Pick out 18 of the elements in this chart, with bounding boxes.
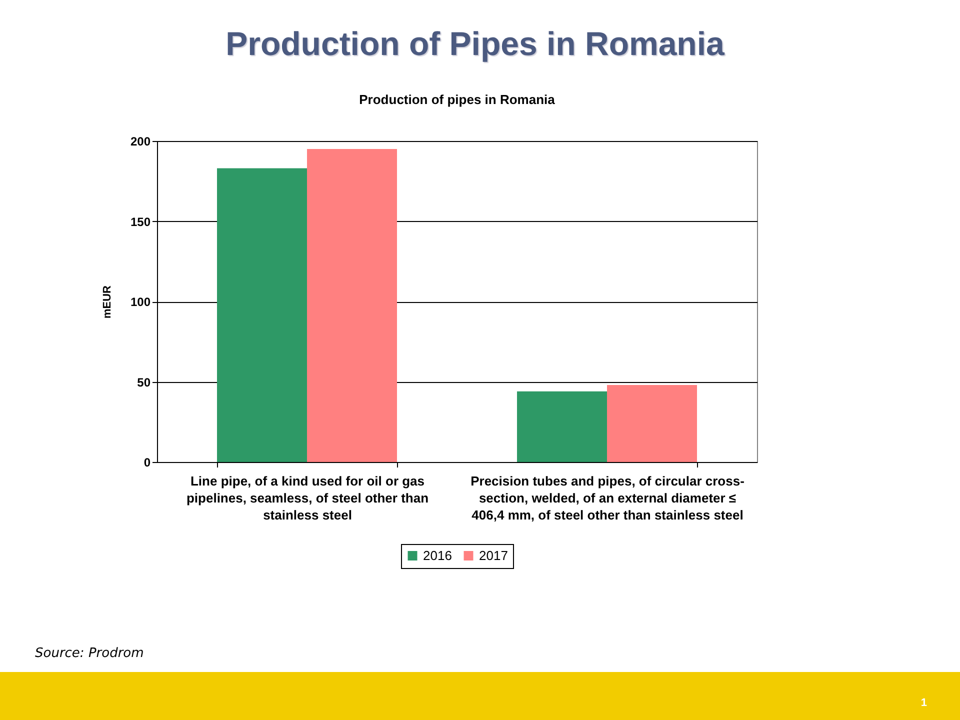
source-note: Source: Prodrom — [35, 646, 144, 661]
text: 1 — [920, 697, 927, 709]
x-tick-label: Line pipe, of a kind used for oil or gas pipelines, seamless, of steel other than stainless steel — [186, 474, 429, 522]
bar — [217, 168, 307, 462]
y-tick-label: 200 — [130, 134, 151, 148]
chart-title: Production of Pipes in Romania — [224, 24, 726, 64]
y-axis-title: mEUR — [101, 285, 114, 319]
legend-label: 2017 — [479, 548, 508, 563]
bar — [607, 384, 697, 462]
y-tick-label: 50 — [137, 375, 151, 390]
bar — [307, 149, 397, 462]
legend-label: 2016 — [423, 548, 452, 563]
chart-subtitle: Production of pipes in Romania — [359, 92, 556, 107]
bar — [517, 391, 607, 462]
y-tick-label: 100 — [130, 295, 151, 309]
y-tick-label: 0 — [144, 456, 151, 470]
y-tick-label: 150 — [130, 214, 151, 229]
x-tick-label: Precision tubes and pipes, of circular cross-section, welded, of an external diameter ≤ 406,4 mm, of steel other than stainless steel — [470, 474, 744, 522]
